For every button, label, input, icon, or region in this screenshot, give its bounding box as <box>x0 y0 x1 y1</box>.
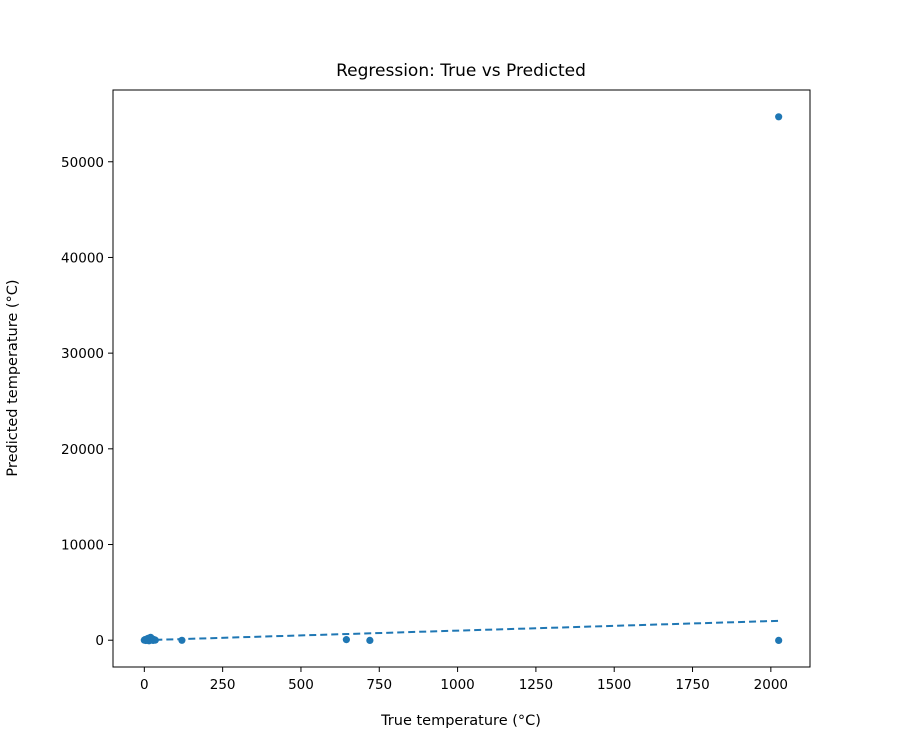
scatter-point <box>342 636 350 644</box>
x-tick-label: 1500 <box>597 677 631 693</box>
scatter-points <box>140 113 783 645</box>
x-tick-label: 1250 <box>519 677 553 693</box>
x-tick-label: 500 <box>288 677 314 693</box>
plot-area <box>112 89 811 668</box>
x-tick-label: 0 <box>140 677 149 693</box>
scatter-point <box>775 113 783 121</box>
x-tick-label: 250 <box>210 677 236 693</box>
reference-line-layer <box>144 619 779 642</box>
x-tick-label: 2000 <box>754 677 788 693</box>
y-tick-label: 40000 <box>61 250 104 266</box>
y-axis-ticks: 0 10000 20000 30000 40000 50000 <box>61 155 113 649</box>
scatter-point <box>151 636 159 644</box>
y-tick-label: 30000 <box>61 346 104 362</box>
y-tick-label: 0 <box>95 633 104 649</box>
y-tick-label: 50000 <box>61 155 104 171</box>
scatter-point <box>178 636 186 644</box>
scatter-point <box>775 636 783 644</box>
y-tick-label: 10000 <box>61 538 104 554</box>
scatter-point <box>366 636 374 644</box>
x-tick-label: 1750 <box>675 677 709 693</box>
chart-title: Regression: True vs Predicted <box>336 61 586 81</box>
regression-line <box>144 619 779 642</box>
x-axis-label: True temperature (°C) <box>380 713 541 729</box>
y-axis-label: Predicted temperature (°C) <box>5 279 21 476</box>
x-tick-label: 1000 <box>440 677 474 693</box>
x-tick-label: 750 <box>366 677 392 693</box>
y-tick-label: 20000 <box>61 442 104 458</box>
plot-frame <box>112 89 811 668</box>
x-axis-ticks: 0 250 500 750 1000 1250 1500 1750 2000 <box>140 667 788 693</box>
